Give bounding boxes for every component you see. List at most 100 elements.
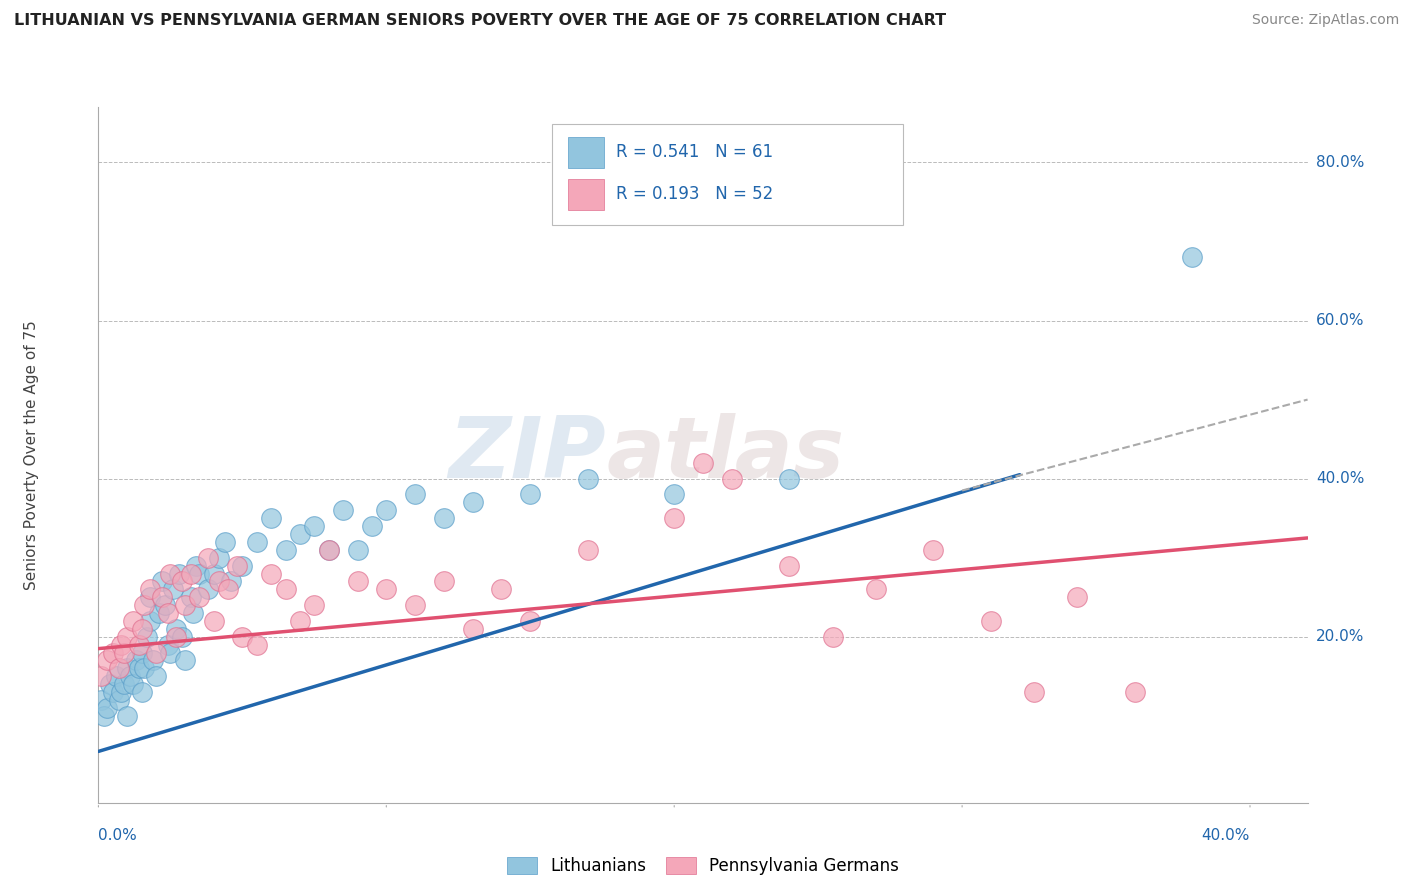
Point	[231, 630, 253, 644]
Point	[217, 582, 239, 597]
Point	[404, 598, 426, 612]
Point	[150, 574, 173, 589]
Point	[197, 550, 219, 565]
Point	[112, 677, 135, 691]
Text: 0.0%: 0.0%	[98, 828, 138, 843]
Point	[375, 503, 398, 517]
Point	[519, 614, 541, 628]
Point	[104, 669, 127, 683]
Point	[208, 550, 231, 565]
Point	[1181, 250, 1204, 264]
Point	[131, 646, 153, 660]
Text: 40.0%: 40.0%	[1202, 828, 1250, 843]
Point	[720, 472, 742, 486]
Point	[461, 495, 484, 509]
Point	[134, 661, 156, 675]
Text: R = 0.193   N = 52: R = 0.193 N = 52	[616, 185, 773, 203]
Point	[107, 661, 129, 675]
Point	[139, 582, 162, 597]
Point	[260, 566, 283, 581]
Point	[150, 591, 173, 605]
Point	[231, 558, 253, 573]
Text: atlas: atlas	[606, 413, 845, 497]
Point	[208, 574, 231, 589]
Point	[821, 630, 844, 644]
Point	[110, 638, 132, 652]
Point	[101, 646, 124, 660]
Point	[692, 456, 714, 470]
Point	[246, 638, 269, 652]
Point	[318, 542, 340, 557]
Point	[304, 519, 326, 533]
Point	[197, 582, 219, 597]
Point	[90, 693, 112, 707]
Point	[576, 472, 599, 486]
Point	[98, 677, 121, 691]
Point	[122, 677, 145, 691]
Point	[332, 503, 354, 517]
Point	[165, 622, 187, 636]
Point	[274, 582, 297, 597]
Point	[125, 653, 148, 667]
Text: Seniors Poverty Over the Age of 75: Seniors Poverty Over the Age of 75	[24, 320, 39, 590]
Point	[142, 653, 165, 667]
Point	[346, 542, 368, 557]
Point	[131, 685, 153, 699]
Point	[461, 622, 484, 636]
FancyBboxPatch shape	[551, 124, 903, 226]
Point	[122, 614, 145, 628]
Point	[202, 566, 225, 581]
Point	[96, 653, 118, 667]
Point	[318, 542, 340, 557]
Point	[148, 606, 170, 620]
Point	[170, 574, 193, 589]
Point	[139, 591, 162, 605]
Point	[183, 606, 205, 620]
Point	[1066, 591, 1088, 605]
Point	[519, 487, 541, 501]
Text: 40.0%: 40.0%	[1316, 471, 1364, 486]
Point	[173, 653, 195, 667]
Point	[101, 685, 124, 699]
Point	[120, 669, 142, 683]
Point	[96, 701, 118, 715]
Point	[274, 542, 297, 557]
Point	[664, 487, 686, 501]
Point	[188, 591, 211, 605]
Point	[186, 558, 208, 573]
Point	[288, 614, 311, 628]
Point	[128, 661, 150, 675]
Point	[1123, 685, 1146, 699]
Point	[180, 591, 202, 605]
Point	[90, 669, 112, 683]
Point	[167, 566, 190, 581]
Text: ZIP: ZIP	[449, 413, 606, 497]
Point	[159, 566, 181, 581]
Point	[156, 606, 179, 620]
Point	[778, 558, 800, 573]
Point	[260, 511, 283, 525]
Point	[93, 708, 115, 723]
Point	[491, 582, 513, 597]
Point	[131, 622, 153, 636]
Point	[165, 630, 187, 644]
Point	[162, 582, 184, 597]
Point	[778, 472, 800, 486]
Point	[145, 646, 167, 660]
Point	[664, 511, 686, 525]
Point	[115, 661, 138, 675]
Point	[433, 574, 456, 589]
Text: 20.0%: 20.0%	[1316, 629, 1364, 644]
Point	[404, 487, 426, 501]
Point	[361, 519, 384, 533]
FancyBboxPatch shape	[568, 137, 603, 169]
Point	[980, 614, 1002, 628]
Point	[110, 685, 132, 699]
FancyBboxPatch shape	[568, 178, 603, 210]
Point	[156, 638, 179, 652]
Point	[159, 646, 181, 660]
Legend: Lithuanians, Pennsylvania Germans: Lithuanians, Pennsylvania Germans	[506, 856, 900, 875]
Text: R = 0.541   N = 61: R = 0.541 N = 61	[616, 144, 773, 161]
Point	[214, 534, 236, 549]
Point	[246, 534, 269, 549]
